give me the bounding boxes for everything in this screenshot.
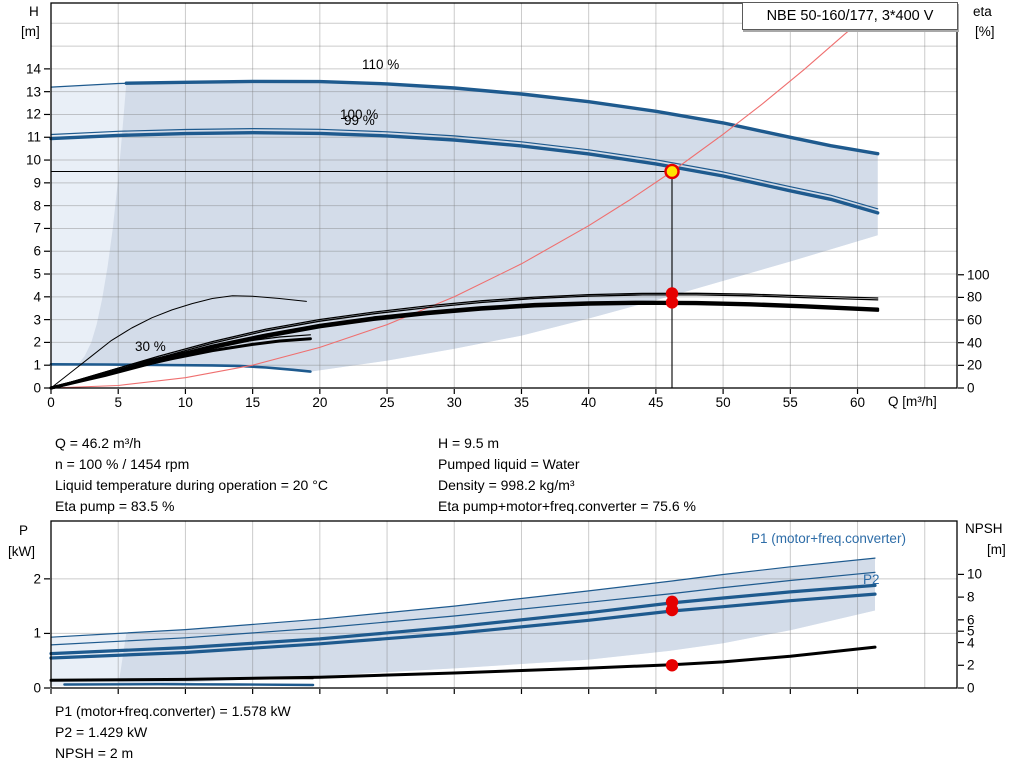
h-axis-label: H <box>29 4 39 19</box>
power-npsh-chart-frame <box>50 520 958 689</box>
eta-total-marker <box>665 296 679 309</box>
p-upper-bound <box>50 557 876 638</box>
p2-curve-label: P2 <box>863 572 880 587</box>
h-axis-unit: [m] <box>21 24 40 39</box>
eta-pump-marker <box>665 287 679 300</box>
npsh-axis-unit: [m] <box>987 542 1006 557</box>
duty-info-density: Density = 998.2 kg/m³ <box>438 477 575 493</box>
eta-pump-a <box>50 292 879 389</box>
hq-curve-chart-frame <box>50 2 958 389</box>
p-axis-label: P <box>19 523 29 538</box>
eta-curve-low-stub-b <box>50 334 311 389</box>
pump-title-box: NBE 50-160/177, 3*400 V <box>742 2 958 30</box>
p1-curve-label: P1 (motor+freq.converter) <box>751 531 906 546</box>
power-info: P1 (motor+freq.converter) = 1.578 kW P2 … <box>55 701 291 764</box>
speed-curve-min <box>49 363 312 373</box>
p2-marker <box>665 603 679 617</box>
duty-info-h: H = 9.5 m <box>438 435 500 451</box>
p1-curve <box>49 583 877 656</box>
duty-info-eta: Eta pump = 83.5 % <box>55 498 175 514</box>
duty-info-q: Q = 46.2 m³/h <box>55 435 141 451</box>
power-info-p2: P2 = 1.429 kW <box>55 724 148 740</box>
power-info-npsh: NPSH = 2 m <box>55 745 134 761</box>
duty-info-right: H = 9.5 m Pumped liquid = Water Density … <box>438 433 696 517</box>
p-low-speed-stub-blue <box>63 683 315 687</box>
speed-label-100: 100 % <box>340 107 379 122</box>
speed-label-30: 30 % <box>135 339 166 354</box>
q-axis-title: Q [m³/h] <box>888 394 937 409</box>
duty-info-left: Q = 46.2 m³/h n = 100 % / 1454 rpm Liqui… <box>55 433 328 517</box>
power-info-p1: P1 (motor+freq.converter) = 1.578 kW <box>55 703 291 719</box>
duty-point[interactable] <box>664 163 680 180</box>
eta-axis-label: eta <box>973 4 992 19</box>
operating-envelope <box>77 81 878 372</box>
npsh-marker <box>665 659 679 672</box>
speed-curve-100 <box>49 131 880 215</box>
duty-info-n: n = 100 % / 1454 rpm <box>55 456 190 472</box>
p-mid-bound <box>50 571 876 646</box>
npsh-axis-label: NPSH <box>965 521 1003 536</box>
duty-info-temp: Liquid temperature during operation = 20… <box>55 477 328 493</box>
eta-pump-b <box>50 294 879 389</box>
npsh-curve <box>49 645 877 682</box>
p2-curve <box>49 592 877 660</box>
speed-label-110: 110 % <box>362 57 400 72</box>
eta-curve-low-stub-a <box>49 337 312 390</box>
eta-curve-reduced-speed <box>50 295 307 389</box>
duty-info-eta-total: Eta pump+motor+freq.converter = 75.6 % <box>438 498 696 514</box>
p-axis-unit: [kW] <box>8 544 35 559</box>
duty-info-liquid: Pumped liquid = Water <box>438 456 580 472</box>
speed-label-99: 99 % <box>344 113 375 128</box>
system-curve <box>50 2 883 389</box>
speed-curve-99 <box>50 128 879 210</box>
eta-axis-unit: [%] <box>975 24 995 39</box>
speed-curve-110 <box>124 79 880 156</box>
